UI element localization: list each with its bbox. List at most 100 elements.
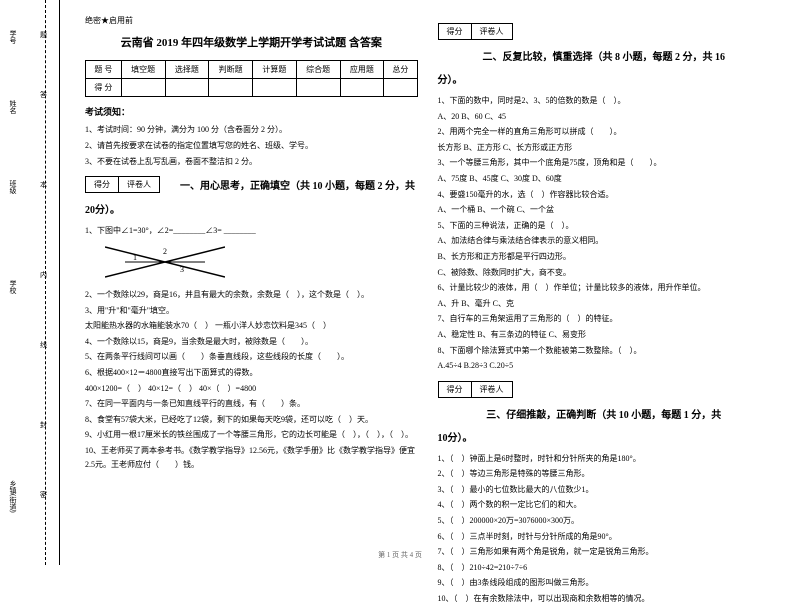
section-3-title-cont: 10分）。 [438, 429, 771, 444]
td[interactable] [209, 79, 253, 97]
question: 10、王老师买了两本参考书。《数学教学指导》12.56元，《数学手册》比《数学教… [85, 444, 418, 471]
margin-label-class: 班级 [8, 180, 18, 194]
seal-char: 密 [40, 490, 47, 500]
seal-char: 答 [40, 90, 47, 100]
grader-cell: 评卷人 [118, 176, 160, 193]
question: 1、下面的数中，同时是2、3、5的倍数的数是（ ）。 [438, 94, 771, 108]
notice-item: 1、考试时间：90 分钟，满分为 100 分（含卷面分 2 分）。 [85, 124, 418, 137]
options: A、升 B、毫升 C、克 [438, 297, 771, 311]
question: 7、自行车的三角架运用了三角形的（ ）的特征。 [438, 312, 771, 326]
margin-label-school: 学校 [8, 280, 18, 294]
section-score-box: 得分 评卷人 [438, 23, 771, 40]
notice-item: 2、请首先按要求在试卷的指定位置填写您的姓名、班级、学号。 [85, 140, 418, 153]
notice-item: 3、不要在试卷上乱写乱画，卷面不整洁扣 2 分。 [85, 156, 418, 169]
binding-margin: 学号 姓名 班级 学校 乡镇(街道) 题 答 本 内 线 封 密 [0, 0, 60, 565]
left-column: 绝密★启用前 云南省 2019 年四年级数学上学期开学考试试题 含答案 题 号 … [75, 15, 428, 540]
dashed-line [45, 0, 46, 565]
question: 4、一个数除以15，商是9，当余数是最大时，被除数是（ ）。 [85, 335, 418, 349]
svg-text:3: 3 [180, 265, 184, 274]
score-cell: 得分 [438, 381, 471, 398]
question: 1、下图中∠1=30°，∠2=________∠3= ________ [85, 224, 418, 238]
question: 3、用"升"和"毫升"填空。 [85, 304, 418, 318]
question-sub: 太阳能热水器的水箱能装水70（ ） 一瓶小洋人妙恋饮料是345（ ） [85, 319, 418, 333]
th: 选择题 [165, 61, 209, 79]
question: 5、（ ）200000×20万=3076000×300万。 [438, 514, 771, 528]
options: C、被除数、除数同时扩大，商不变。 [438, 266, 771, 280]
page: 学号 姓名 班级 学校 乡镇(街道) 题 答 本 内 线 封 密 绝密★启用前 … [0, 0, 800, 565]
section-1-title-cont: 20分）。 [85, 201, 418, 216]
seal-char: 本 [40, 180, 47, 190]
th: 总分 [384, 61, 417, 79]
question: 8、下面哪个除法算式中第一个数能被第二数整除。（ ）。 [438, 344, 771, 358]
notice-heading: 考试须知： [85, 105, 418, 118]
td[interactable] [121, 79, 165, 97]
question: 8、（ ）210÷42=210÷7÷6 [438, 561, 771, 575]
question: 6、根据400×12＝4800直接写出下面算式的得数。 [85, 366, 418, 380]
seal-char: 线 [40, 340, 47, 350]
options: A、加法结合律与乘法结合律表示的意义相同。 [438, 234, 771, 248]
grader-cell: 评卷人 [471, 23, 513, 40]
right-column: 得分 评卷人 二、反复比较，慎重选择（共 8 小题，每题 2 分，共 16 分）… [428, 15, 781, 540]
question: 2、（ ）等边三角形是特殊的等腰三角形。 [438, 467, 771, 481]
table-row: 题 号 填空题 选择题 判断题 计算题 综合题 应用题 总分 [86, 61, 418, 79]
question: 6、计量比较少的液体，用（ ）作单位；计量比较多的液体，用升作单位。 [438, 281, 771, 295]
margin-label-id: 学号 [8, 30, 18, 44]
options: A、20 B、60 C、45 [438, 110, 771, 124]
question: 2、一个数除以29，商是16，并且有最大的余数，余数是（ ），这个数是（ ）。 [85, 288, 418, 302]
exam-title: 云南省 2019 年四年级数学上学期开学考试试题 含答案 [85, 34, 418, 50]
question: 3、（ ）最小的七位数比最大的八位数少1。 [438, 483, 771, 497]
question-sub: 400×1200=（ ） 40×12=（ ） 40×（ ）=4800 [85, 382, 418, 396]
section-2-title-cont: 分）。 [438, 71, 771, 86]
seal-char: 内 [40, 270, 47, 280]
question: 4、要盛150毫升的水，选（ ）作容器比较合适。 [438, 188, 771, 202]
options: A、稳定性 B、有三条边的特征 C、易变形 [438, 328, 771, 342]
question: 5、下面的三种说法，正确的是（ ）。 [438, 219, 771, 233]
seal-char: 题 [40, 30, 47, 40]
section-score-box: 得分 评卷人 [438, 381, 771, 398]
secret-label: 绝密★启用前 [85, 15, 418, 26]
question: 5、在两条平行线间可以画（ ）条垂直线段，这些线段的长度（ ）。 [85, 350, 418, 364]
th: 判断题 [209, 61, 253, 79]
question: 1、（ ）钟面上是6时整时，时针和分针所夹的角是180°。 [438, 452, 771, 466]
angle-diagram: 1 2 3 [105, 242, 418, 284]
seal-char: 封 [40, 420, 47, 430]
td: 得 分 [86, 79, 122, 97]
section-3-title: 三、仔细推敲，正确判断（共 10 小题，每题 1 分，共 [438, 406, 771, 421]
section-1-title: 一、用心思考，正确填空（共 10 小题，每题 2 分，共 [180, 177, 415, 192]
th: 综合题 [296, 61, 340, 79]
td[interactable] [165, 79, 209, 97]
page-footer: 第 1 页 共 4 页 [0, 550, 800, 560]
th: 应用题 [340, 61, 384, 79]
table-row: 得 分 [86, 79, 418, 97]
section-score-box: 得分 评卷人 一、用心思考，正确填空（共 10 小题，每题 2 分，共 [85, 176, 418, 193]
question: 9、小红用一根17厘米长的铁丝围成了一个等腰三角形，它的边长可能是（ ），（ ）… [85, 428, 418, 442]
section-2-title: 二、反复比较，慎重选择（共 8 小题，每题 2 分，共 16 [438, 48, 771, 63]
options: A、一个桶 B、一个碗 C、一个盆 [438, 203, 771, 217]
options: B、长方形和正方形都是平行四边形。 [438, 250, 771, 264]
svg-text:2: 2 [163, 247, 167, 256]
question: 3、一个等腰三角形，其中一个底角是75度，顶角和是（ ）。 [438, 156, 771, 170]
question: 6、（ ）三点半时刻，时针与分针所成的角是90°。 [438, 530, 771, 544]
svg-text:1: 1 [133, 253, 137, 262]
th: 计算题 [253, 61, 297, 79]
question: 9、（ ）由3条线段组成的图形叫做三角形。 [438, 576, 771, 590]
score-table: 题 号 填空题 选择题 判断题 计算题 综合题 应用题 总分 得 分 [85, 60, 418, 97]
td[interactable] [340, 79, 384, 97]
th: 填空题 [121, 61, 165, 79]
content-columns: 绝密★启用前 云南省 2019 年四年级数学上学期开学考试试题 含答案 题 号 … [60, 0, 800, 565]
grader-cell: 评卷人 [471, 381, 513, 398]
margin-label-town: 乡镇(街道) [8, 480, 18, 513]
options: A.45÷4 B.28÷3 C.20÷5 [438, 359, 771, 373]
question: 2、用两个完全一样的直角三角形可以拼成（ ）。 [438, 125, 771, 139]
margin-label-name: 姓名 [8, 100, 18, 114]
question: 10、（ ）在有余数除法中，可以出现商和余数相等的情况。 [438, 592, 771, 606]
td[interactable] [384, 79, 417, 97]
score-cell: 得分 [85, 176, 118, 193]
options: A、75度 B、45度 C、30度 D、60度 [438, 172, 771, 186]
question: 4、（ ）两个数的积一定比它们的和大。 [438, 498, 771, 512]
td[interactable] [253, 79, 297, 97]
question: 8、食堂有57袋大米，已经吃了12袋，剩下的如果每天吃9袋，还可以吃（ ）天。 [85, 413, 418, 427]
td[interactable] [296, 79, 340, 97]
options: 长方形 B、正方形 C、长方形或正方形 [438, 141, 771, 155]
question: 7、在同一平面内与一条已知直线平行的直线，有（ ）条。 [85, 397, 418, 411]
